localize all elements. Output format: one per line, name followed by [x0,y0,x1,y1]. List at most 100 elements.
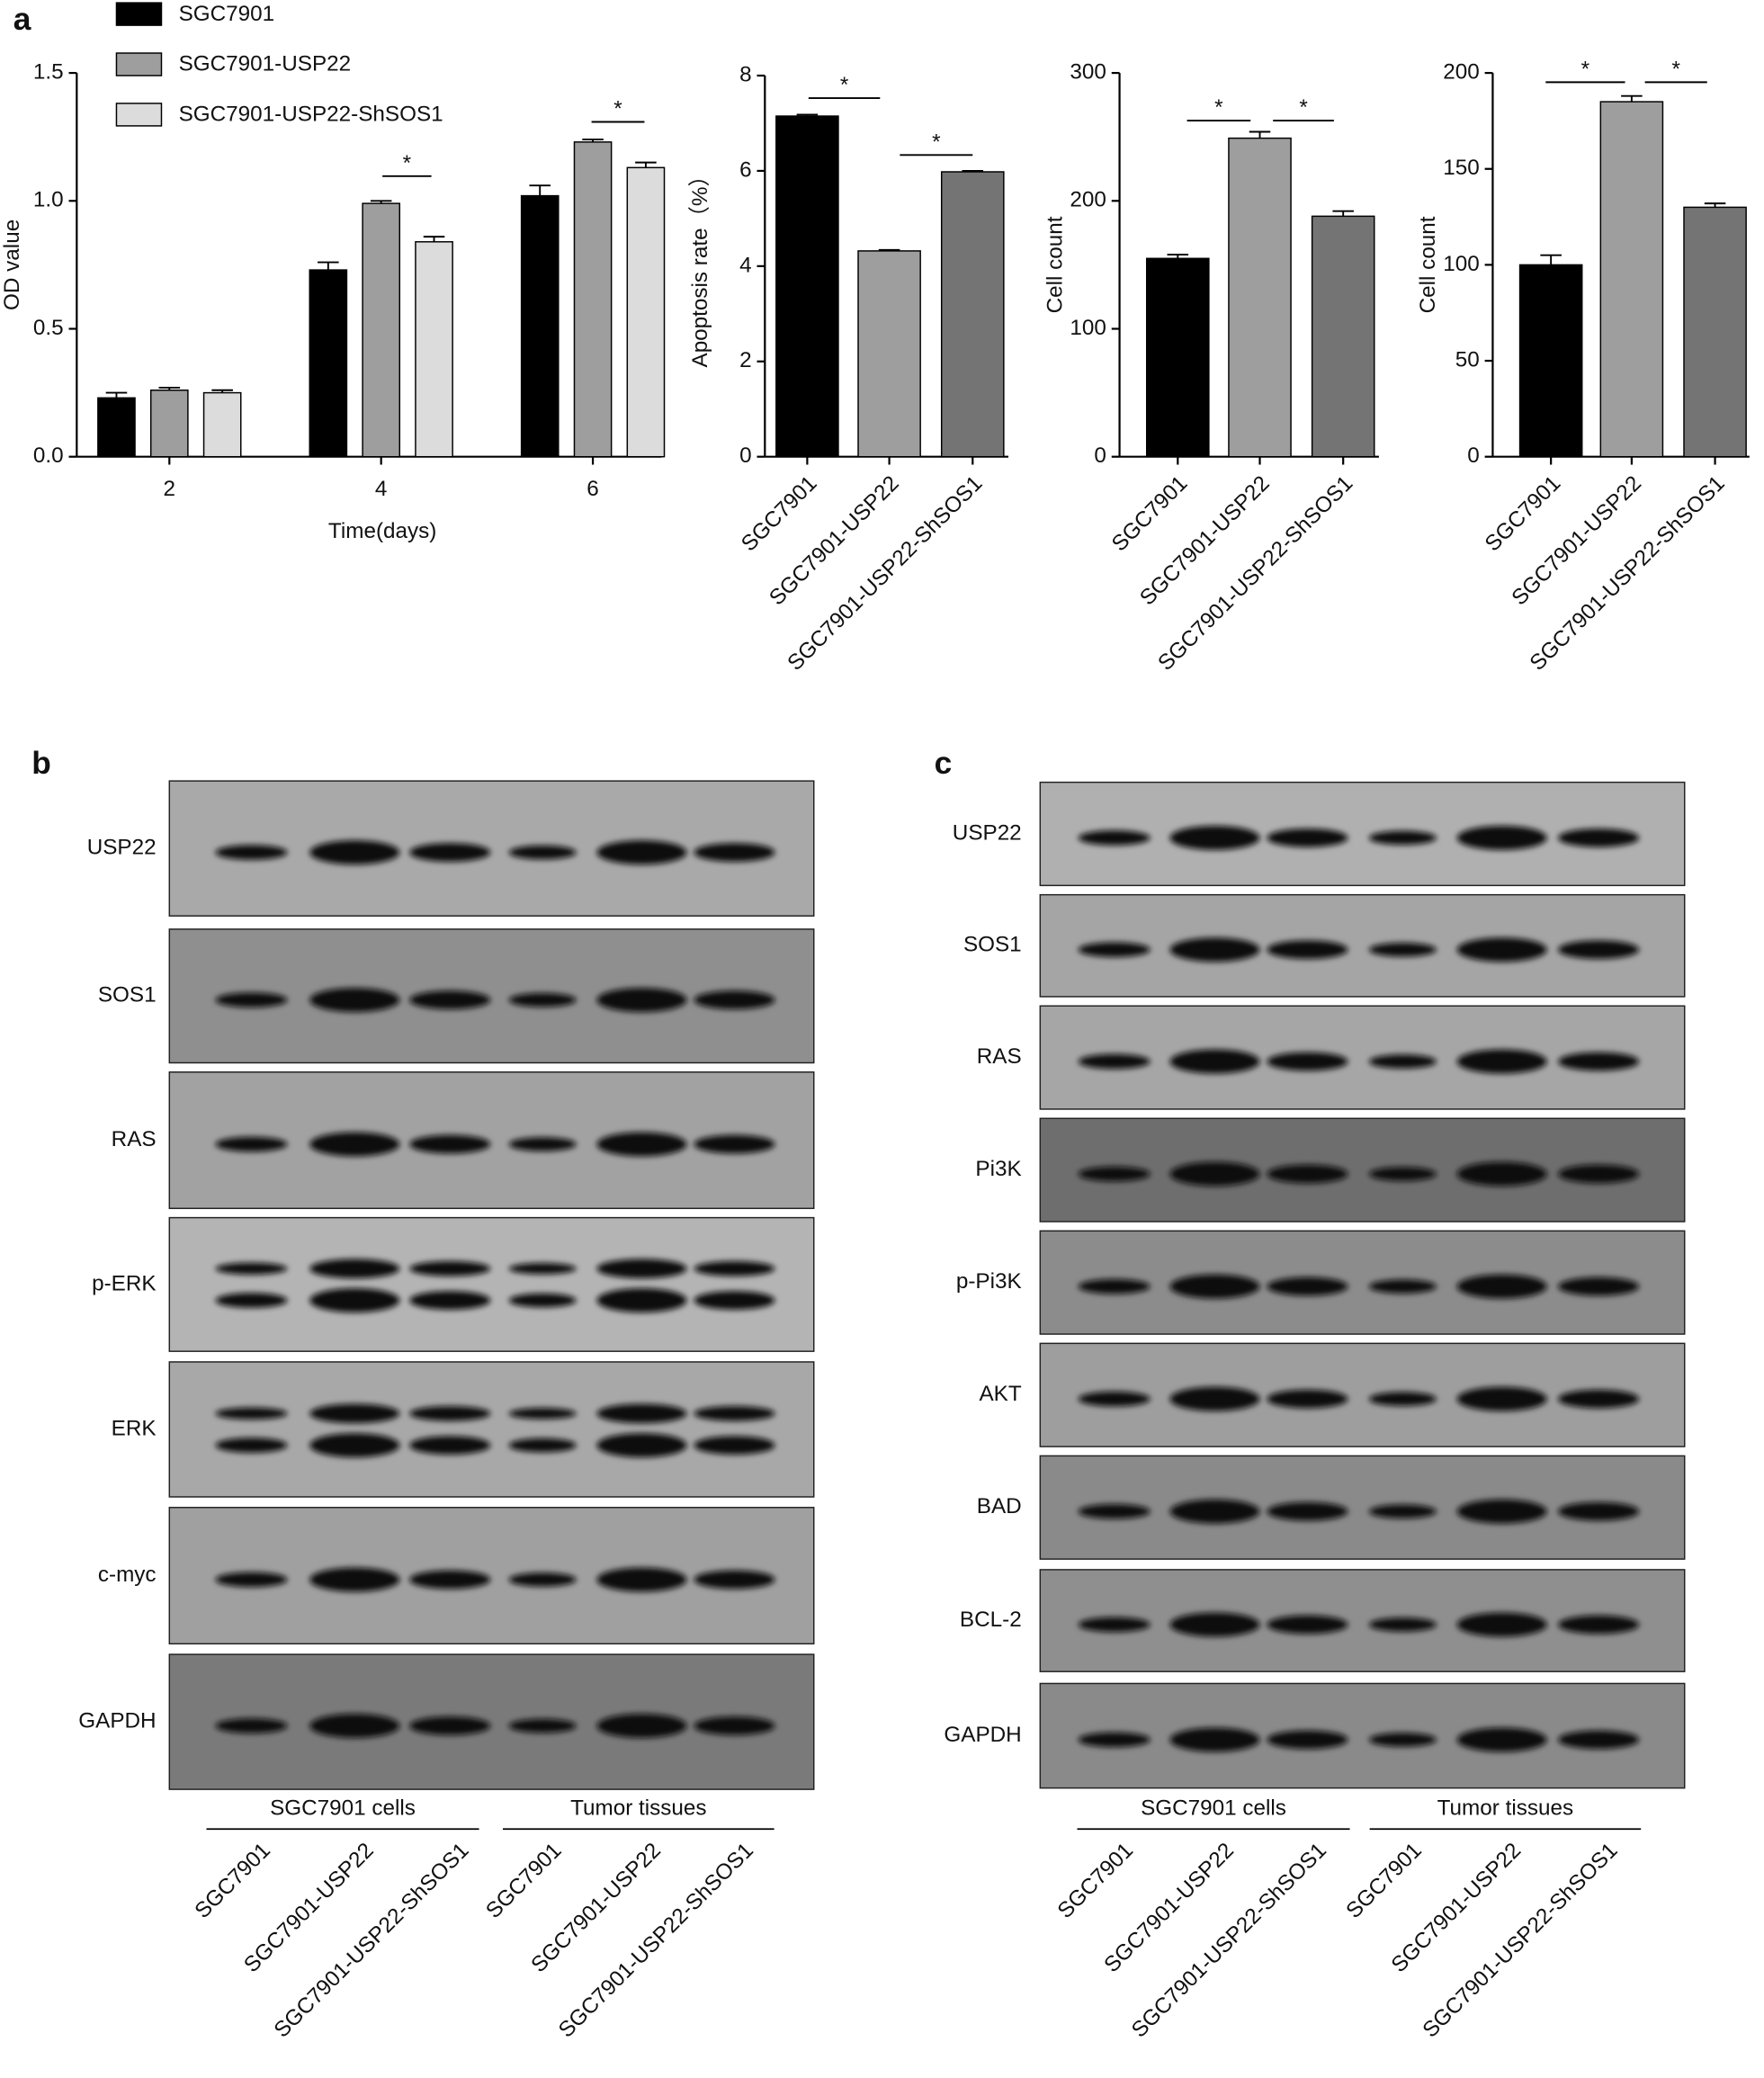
blot-band [409,1406,491,1421]
bar [1228,137,1292,458]
blot-band [309,1567,400,1592]
blot-band [1558,1164,1640,1184]
blot-band [596,988,687,1012]
bar [202,391,242,458]
y-axis-label: OD value [0,219,24,310]
protein-label: RAS [112,1127,157,1151]
protein-label: USP22 [87,836,157,860]
blot-band [1368,1504,1437,1518]
blot-band [694,1291,775,1310]
blot-band [1267,1276,1348,1296]
blot-band [309,1403,400,1424]
blot-band [1078,1732,1151,1748]
blot-band [1078,1503,1151,1519]
blot-band [1456,1049,1547,1074]
significance-mark: * [403,151,412,175]
y-tick-label: 8 [739,62,752,86]
y-tick-label: 300 [1070,59,1106,84]
x-tick-label: SGC7901 [1481,471,1565,556]
protein-label: p-ERK [92,1271,156,1295]
lane-label: SGC7901-USP22-ShSOS1 [270,1839,474,2043]
blot-band [215,992,288,1008]
blot-band [1169,1274,1260,1299]
protein-label: p-Pi3K [956,1269,1022,1294]
bar [520,194,560,458]
blot-band [1368,1167,1437,1181]
blot-band [1368,1279,1437,1294]
blot-band [1456,1499,1547,1524]
bar [309,269,348,458]
blot-band [309,1258,400,1278]
lane-label: SGC7901 [1341,1839,1426,1923]
blot-band [1078,1166,1151,1182]
protein-label: SOS1 [963,933,1022,957]
blot-band [1267,940,1348,959]
blot-band [1267,1615,1348,1635]
blot-band [309,840,400,864]
protein-label: USP22 [953,820,1022,845]
blot-band [409,1570,491,1590]
y-tick-label: 6 [739,157,752,182]
blot-band [1169,1049,1260,1074]
lane-label: SGC7901-USP22-ShSOS1 [554,1839,758,2043]
blot-band [1267,1164,1348,1184]
protein-label: BAD [977,1494,1022,1518]
blot-band [1456,826,1547,850]
blot-band [596,840,687,864]
y-tick-label: 100 [1070,316,1106,340]
blot-band [1456,1386,1547,1411]
lane-label: SGC7901-USP22-ShSOS1 [1419,1839,1623,2043]
blot-band [1368,1054,1437,1069]
blot-band [1169,1612,1260,1637]
blot-band [1078,1391,1151,1407]
blot-band [1368,1617,1437,1632]
bar [626,166,666,458]
blot-band [508,845,577,860]
x-tick-label: 4 [375,477,388,501]
y-tick-label: 150 [1443,156,1480,180]
bar [775,115,839,458]
legend-label: SGC7901 [179,2,275,26]
blot-band [1368,830,1437,846]
blot-band [1267,1730,1348,1750]
blot-band [215,1262,288,1275]
blot-band [596,1258,687,1278]
group-label: Tumor tissues [570,1796,706,1821]
y-tick-label: 0.5 [33,316,64,340]
y-tick-label: 100 [1443,252,1480,276]
lane-label: SGC7901 [190,1839,274,1923]
y-tick-label: 200 [1443,59,1480,84]
significance-mark: * [1581,58,1590,82]
legend-swatch [115,2,163,26]
blot-band [409,1291,491,1310]
blot-band [694,1716,775,1735]
blot-band [409,843,491,862]
blot-band [1078,1617,1151,1633]
blot-band [1558,1615,1640,1635]
blot-band [596,1403,687,1424]
blot-band [694,1134,775,1154]
lane-label: SGC7901 [481,1839,566,1923]
blot-band [1169,1161,1260,1187]
blot-band [508,1293,577,1308]
blot-band [508,992,577,1008]
panel-label: c [935,746,953,781]
bar [1311,215,1375,458]
significance-mark: * [1214,95,1223,120]
blot-band [508,1137,577,1151]
legend-label: SGC7901-USP22 [179,52,352,76]
blot-band [309,1714,400,1738]
blot-band [309,1132,400,1157]
x-tick-label: SGC7901 [1107,471,1192,556]
blot-band [596,1714,687,1738]
blot-band [215,1136,288,1152]
y-tick-label: 1.0 [33,188,64,212]
blot-band [215,845,288,860]
blot-band [1456,1274,1547,1299]
y-tick-label: 0 [739,443,752,468]
blot-band [1078,942,1151,957]
blot-band [1558,1730,1640,1750]
group-label: SGC7901 cells [1141,1796,1286,1821]
blot-band [508,1263,577,1275]
